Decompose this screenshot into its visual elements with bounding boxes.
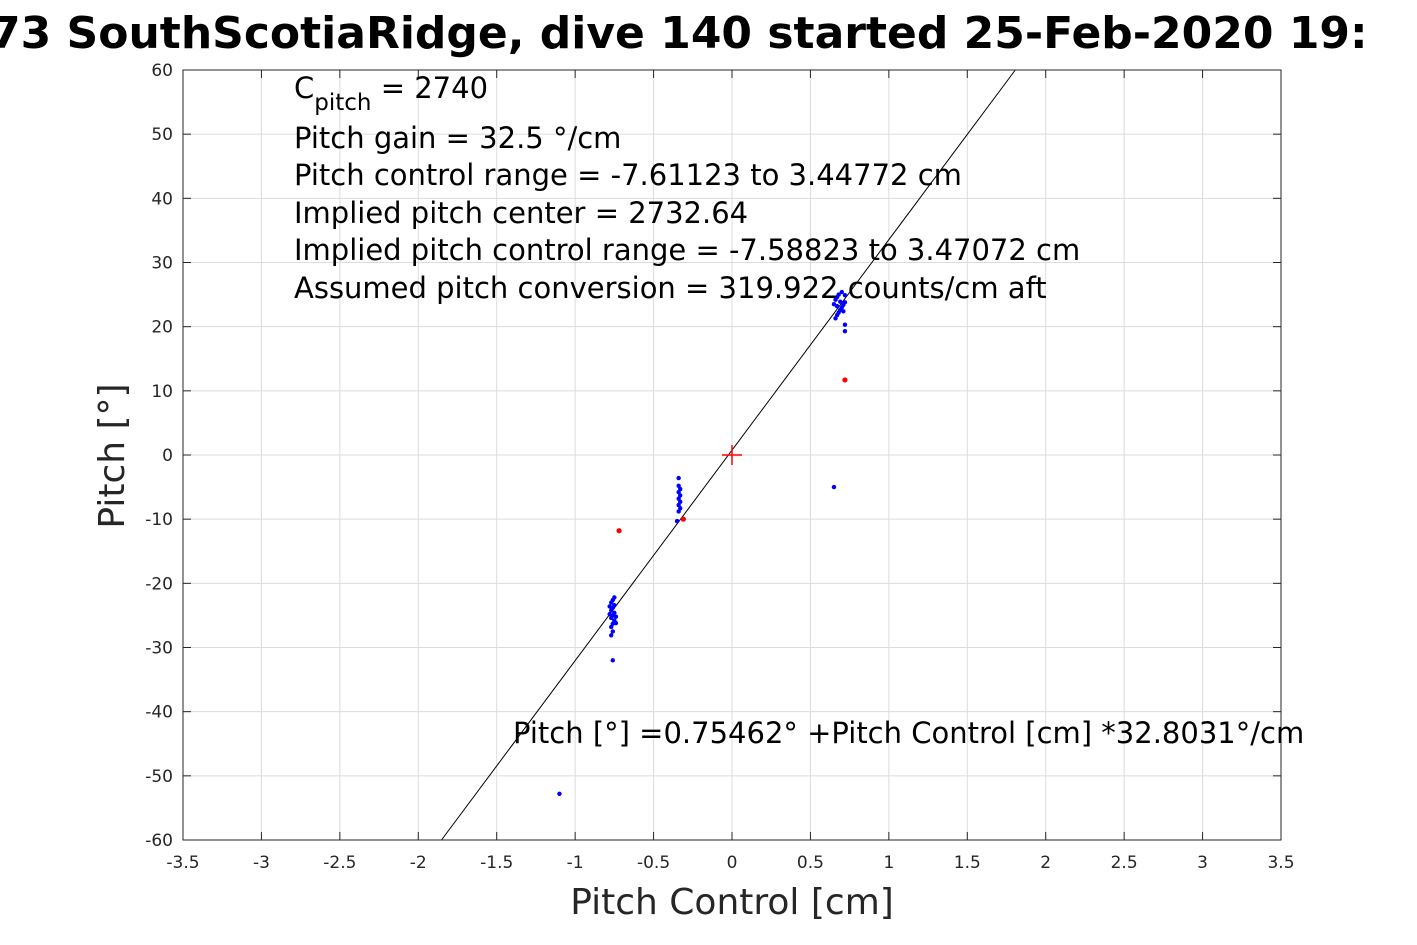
- assumed-pitch-conversion-annotation: Assumed pitch conversion = 319.922 count…: [294, 271, 1047, 305]
- data-point: [612, 595, 617, 600]
- center-marker: [722, 445, 742, 465]
- y-tick-label: 60: [151, 61, 173, 81]
- plot-frame: [182, 69, 1282, 841]
- x-axis-ticks: -3.5 -3 -2.5 -2 -1.5 -1 -0.5 0 0.5 1 1.5 2 2.5 3 3.5: [166, 70, 1295, 873]
- data-point: [612, 610, 617, 616]
- x-tick-label: 0: [727, 853, 738, 873]
- data-point: [607, 604, 612, 609]
- implied-pitch-control-range-annotation: Implied pitch control range = -7.58823 t…: [294, 233, 1080, 267]
- data-point: [831, 484, 837, 490]
- x-tick-label: -2: [410, 853, 427, 873]
- x-axis-label: Pitch Control [cm]: [570, 882, 894, 923]
- x-tick-label: 2.5: [1111, 853, 1138, 873]
- y-tick-label: 20: [151, 318, 173, 338]
- data-point: [836, 292, 841, 297]
- x-tick-label: -1: [567, 853, 584, 873]
- x-tick-label: 3: [1197, 853, 1208, 873]
- y-tick-label: 40: [151, 189, 173, 209]
- y-tick-label: -20: [145, 574, 173, 594]
- c-pitch-subscript: pitch: [314, 90, 371, 116]
- data-point: [842, 300, 848, 305]
- y-tick-label: 50: [151, 125, 173, 145]
- data-point: [610, 629, 615, 634]
- data-point: [674, 518, 680, 524]
- fit-equation-annotation: Pitch [°] =0.75462° +Pitch Control [cm] …: [513, 716, 1304, 750]
- x-tick-label: 1: [883, 853, 894, 873]
- y-tick-label: -50: [145, 767, 173, 787]
- x-tick-label: -1.5: [480, 853, 513, 873]
- c-pitch-value: = 2740: [371, 71, 488, 105]
- y-tick-label: 30: [151, 254, 173, 274]
- y-tick-label: 0: [162, 446, 173, 466]
- data-point: [841, 309, 846, 314]
- data-point: [842, 328, 848, 334]
- data-point: [839, 289, 844, 295]
- x-tick-label: -2.5: [323, 853, 356, 873]
- x-tick-label: -0.5: [637, 853, 670, 873]
- c-pitch-symbol: C: [294, 71, 314, 105]
- y-tick-label: -40: [145, 703, 173, 723]
- data-point: [831, 302, 837, 307]
- data-point: [612, 602, 617, 608]
- data-points: [557, 289, 848, 796]
- data-point: [680, 516, 686, 522]
- data-point: [842, 377, 848, 383]
- pitch-gain-annotation: Pitch gain = 32.5 °/cm: [294, 121, 621, 155]
- pitch-control-range-annotation: Pitch control range = -7.61123 to 3.4477…: [294, 158, 962, 192]
- y-tick-label: -30: [145, 639, 173, 659]
- y-axis-label: Pitch [°]: [92, 383, 133, 528]
- data-point: [610, 658, 615, 663]
- data-point: [557, 791, 562, 796]
- data-point: [842, 322, 848, 327]
- data-point: [676, 475, 681, 481]
- x-tick-label: 0.5: [797, 853, 824, 873]
- data-point: [842, 293, 848, 298]
- implied-pitch-center-annotation: Implied pitch center = 2732.64: [294, 196, 748, 230]
- y-tick-label: 10: [151, 382, 173, 402]
- x-tick-label: -3.5: [166, 853, 199, 873]
- data-point: [676, 509, 681, 514]
- data-point: [613, 614, 619, 619]
- data-point: [607, 611, 612, 617]
- x-tick-label: -3: [253, 853, 270, 873]
- y-tick-label: -10: [145, 510, 173, 530]
- data-point: [616, 528, 622, 534]
- y-tick-label: -60: [145, 831, 173, 851]
- data-point: [613, 620, 619, 626]
- data-point: [838, 299, 843, 304]
- chart-title: 73 SouthScotiaRidge, dive 140 started 25…: [0, 8, 1368, 59]
- x-tick-label: 2: [1040, 853, 1051, 873]
- x-tick-label: 3.5: [1267, 853, 1294, 873]
- x-tick-label: 1.5: [954, 853, 981, 873]
- data-point: [609, 633, 614, 638]
- y-axis-ticks: 60 50 40 30 20 10 0 -10 -20 -30 -40 -50 -60: [145, 61, 1281, 851]
- c-pitch-annotation: Cpitch = 2740: [294, 71, 488, 116]
